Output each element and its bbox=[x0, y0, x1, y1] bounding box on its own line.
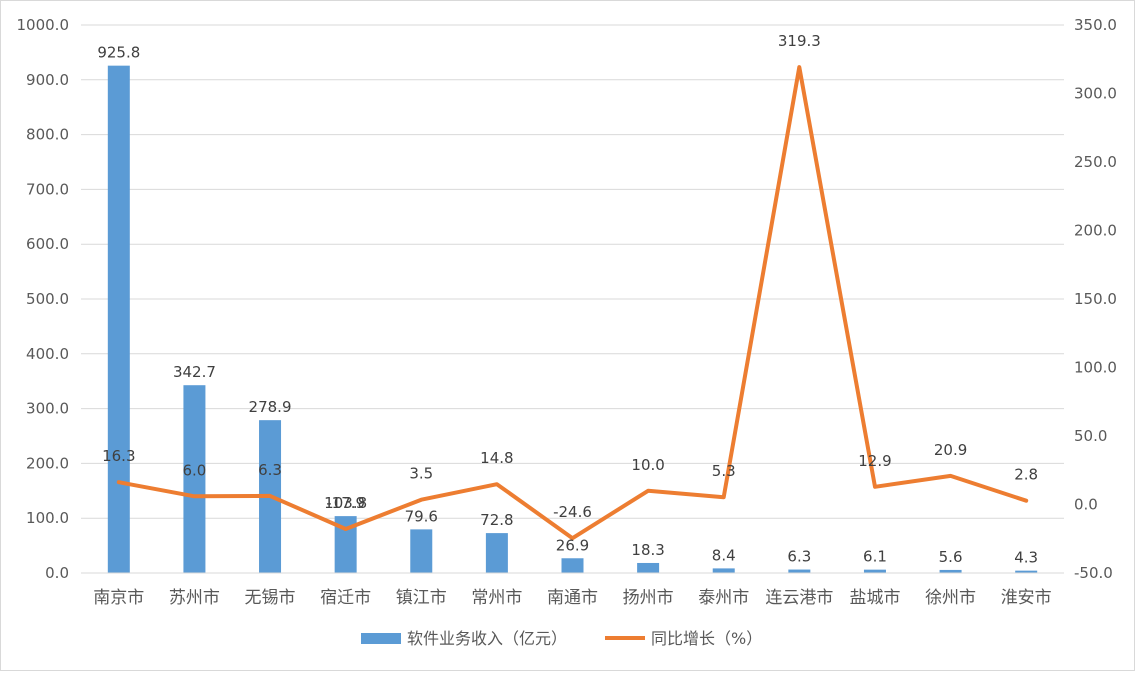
gridlines bbox=[81, 24, 1064, 519]
right-tick-label: 350.0 bbox=[1074, 16, 1117, 34]
bar-data-label: 925.8 bbox=[97, 44, 140, 62]
bar bbox=[561, 558, 584, 573]
bar bbox=[637, 562, 660, 573]
bar bbox=[183, 385, 206, 573]
bar bbox=[485, 533, 508, 573]
category-label: 淮安市 bbox=[1001, 588, 1052, 608]
category-label: 盐城市 bbox=[849, 588, 900, 608]
bar bbox=[788, 569, 811, 573]
line-point bbox=[268, 494, 272, 498]
bar bbox=[939, 569, 962, 573]
legend: 软件业务收入（亿元） 同比增长（%） bbox=[361, 629, 762, 648]
category-label: 泰州市 bbox=[698, 588, 749, 608]
line-data-label: 10.0 bbox=[631, 456, 664, 474]
bar bbox=[712, 568, 735, 573]
line-data-label: 12.9 bbox=[858, 452, 891, 470]
line-data-label: 6.0 bbox=[182, 461, 206, 479]
right-tick-label: 0.0 bbox=[1074, 496, 1098, 514]
bar-data-label: 278.9 bbox=[249, 398, 292, 416]
line-point bbox=[949, 474, 953, 478]
category-label: 扬州市 bbox=[623, 588, 674, 608]
category-label: 苏州市 bbox=[169, 588, 220, 608]
bar-data-label: 6.3 bbox=[787, 548, 811, 566]
legend-line-label: 同比增长（%） bbox=[651, 629, 762, 648]
line-data-label: 319.3 bbox=[778, 32, 821, 50]
right-tick-label: 150.0 bbox=[1074, 290, 1117, 308]
right-tick-label: 50.0 bbox=[1074, 427, 1107, 445]
line-data-label: 2.8 bbox=[1014, 466, 1038, 484]
bar-data-label: 6.1 bbox=[863, 548, 887, 566]
bar-data-label: 342.7 bbox=[173, 363, 216, 381]
category-label: 宿迁市 bbox=[320, 588, 371, 608]
legend-bar-swatch bbox=[361, 633, 401, 644]
line-series bbox=[116, 65, 1029, 541]
right-tick-label: 300.0 bbox=[1074, 85, 1117, 103]
line-point bbox=[419, 498, 423, 502]
right-tick-label: 250.0 bbox=[1074, 153, 1117, 171]
right-axis-ticks: -50.0 0.0 50.0 100.0 150.0 200.0 250.0 300.0 350… bbox=[1074, 16, 1117, 582]
line-point bbox=[571, 536, 574, 540]
bar-data-label: 5.6 bbox=[939, 548, 963, 566]
line-data-label: 5.3 bbox=[712, 462, 736, 480]
bar bbox=[410, 529, 433, 573]
bar-data-label: 72.8 bbox=[480, 511, 513, 529]
category-labels: 南京市 苏州市 无锡市 宿迁市 镇江市 常州市 南通市 扬州市 泰州市 连云港市 盐城市 徐州市 淮安市 bbox=[93, 588, 1051, 608]
category-label: 连云港市 bbox=[765, 588, 833, 608]
right-tick-label: -50.0 bbox=[1074, 564, 1113, 582]
line-data-label: -24.6 bbox=[553, 503, 592, 521]
legend-bar-label: 软件业务收入（亿元） bbox=[407, 629, 567, 648]
category-label: 镇江市 bbox=[396, 588, 447, 608]
left-tick-label: 700.0 bbox=[26, 180, 69, 198]
bar bbox=[1015, 570, 1038, 573]
right-tick-label: 200.0 bbox=[1074, 222, 1117, 240]
line-data-label: 20.9 bbox=[934, 441, 967, 459]
line-point bbox=[117, 480, 121, 484]
line-data-label: -17.9 bbox=[326, 494, 365, 512]
left-tick-label: 800.0 bbox=[26, 126, 69, 144]
line-data-labels: 16.3 6.0 6.3 -17.9 3.5 14.8 -24.6 10.0 5.3 319.3 1… bbox=[102, 32, 1038, 521]
left-tick-label: 0.0 bbox=[45, 564, 69, 582]
left-axis-ticks: 0.0 100.0 200.0 300.0 400.0 500.0 600.0 700.0 80… bbox=[17, 16, 70, 582]
line-point bbox=[797, 65, 801, 69]
line-data-label: 3.5 bbox=[409, 465, 433, 483]
category-label: 无锡市 bbox=[245, 588, 296, 608]
line-point bbox=[1024, 499, 1028, 503]
category-label: 南京市 bbox=[93, 588, 144, 608]
bar-data-label: 4.3 bbox=[1014, 549, 1038, 567]
category-label: 徐州市 bbox=[925, 588, 976, 608]
bar-data-label: 8.4 bbox=[712, 546, 736, 564]
line-point bbox=[873, 485, 877, 489]
left-tick-label: 400.0 bbox=[26, 345, 69, 363]
bar-data-label: 26.9 bbox=[556, 536, 589, 554]
left-tick-label: 1000.0 bbox=[17, 16, 70, 34]
left-tick-label: 200.0 bbox=[26, 454, 69, 472]
bar-data-label: 79.6 bbox=[405, 507, 438, 525]
line-point bbox=[192, 494, 196, 498]
line-point bbox=[495, 482, 499, 486]
bar bbox=[107, 65, 130, 574]
bar-data-labels: 925.8 342.7 278.9 103.8 79.6 72.8 26.9 18.3 8.4 6… bbox=[97, 44, 1038, 567]
left-tick-label: 600.0 bbox=[26, 235, 69, 253]
line-data-label: 16.3 bbox=[102, 447, 135, 465]
bar-data-label: 103.8 bbox=[324, 494, 367, 512]
right-tick-label: 100.0 bbox=[1074, 359, 1117, 377]
category-label: 南通市 bbox=[547, 588, 598, 608]
bar bbox=[863, 569, 886, 573]
left-tick-label: 300.0 bbox=[26, 400, 69, 418]
line-point bbox=[646, 489, 650, 493]
left-tick-label: 500.0 bbox=[26, 290, 69, 308]
line-data-label: 6.3 bbox=[258, 461, 282, 479]
line-point bbox=[722, 495, 726, 499]
left-tick-label: 100.0 bbox=[26, 509, 69, 527]
category-label: 常州市 bbox=[471, 588, 522, 608]
line-point bbox=[344, 527, 348, 531]
left-tick-label: 900.0 bbox=[26, 71, 69, 89]
bar bbox=[334, 516, 357, 573]
line-data-label: 14.8 bbox=[480, 449, 513, 467]
bar-data-label: 18.3 bbox=[631, 541, 664, 559]
